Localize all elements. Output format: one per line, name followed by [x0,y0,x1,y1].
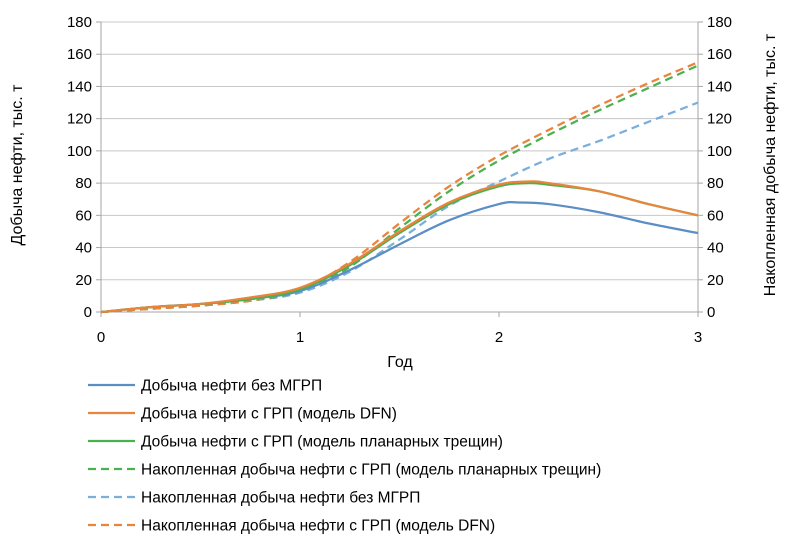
y-tick-label: 0 [84,304,92,321]
axes [96,21,703,317]
y-tick-label: 140 [67,78,92,95]
legend-label: Добыча нефти с ГРП (модель DFN) [141,406,397,423]
y-tick-label: 80 [75,175,92,192]
series-line-1 [100,201,699,314]
x-tick-label: 3 [694,329,702,346]
legend-label: Накопленная добыча нефти без МГРП [141,490,420,507]
y-tick-label: 100 [67,143,92,160]
series-line-4 [100,64,699,314]
y2-tick-label: 120 [707,111,732,128]
legend-label: Добыча нефти с ГРП (модель планарных тре… [141,434,503,451]
y-tick-label: 60 [75,207,92,224]
y-tick-label: 120 [67,111,92,128]
y-tick-label: 20 [75,272,92,289]
series-line-5 [100,101,699,314]
legend-label: Накопленная добыча нефти с ГРП (модель п… [141,462,601,479]
legend-label: Добыча нефти без МГРП [141,378,322,395]
series-line-6 [100,61,699,314]
y-tick-labels: 0 20 40 60 80 100 120 140 160 180 [67,14,92,321]
y2-tick-label: 160 [707,46,732,63]
series-lines [100,61,699,314]
legend: Добыча нефти без МГРП Добыча нефти с ГРП … [88,378,601,535]
y2-axis-title: Накопленная добыча нефти, тыс. т [762,33,779,296]
y2-tick-label: 80 [707,175,724,192]
y2-tick-label: 20 [707,272,724,289]
y2-tick-label: 60 [707,207,724,224]
x-tick-label: 0 [97,329,105,346]
y-axis-title: Добыча нефти, тыс. т [9,84,26,246]
y2-tick-label: 40 [707,240,724,257]
series-line-2 [100,180,699,314]
x-axis-title: Год [387,354,413,371]
y2-tick-label: 140 [707,78,732,95]
y2-tick-label: 100 [707,143,732,160]
gridlines [101,21,698,313]
x-tick-label: 2 [495,329,503,346]
legend-label: Накопленная добыча нефти с ГРП (модель D… [141,518,495,535]
x-tick-labels: 0 1 2 3 [97,329,702,346]
y-tick-label: 180 [67,14,92,31]
y-tick-label: 40 [75,240,92,257]
y2-tick-label: 0 [707,304,715,321]
x-tick-label: 1 [296,329,304,346]
y2-tick-label: 180 [707,14,732,31]
y2-tick-labels: 0 20 40 60 80 100 120 140 160 180 [707,14,732,321]
y-tick-label: 160 [67,46,92,63]
